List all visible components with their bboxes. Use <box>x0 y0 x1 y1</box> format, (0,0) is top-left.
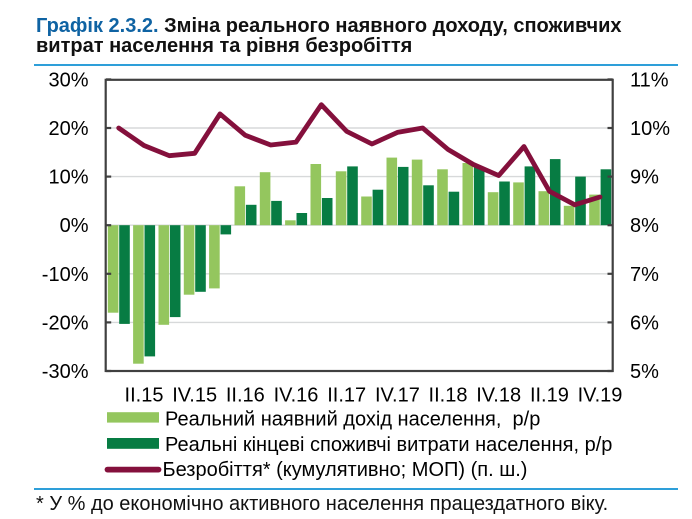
svg-text:-10%: -10% <box>42 264 89 286</box>
svg-text:II.19: II.19 <box>530 385 569 407</box>
svg-text:10%: 10% <box>48 167 88 189</box>
svg-text:Реальний наявний дохід населен: Реальний наявний дохід населення, р/р <box>165 409 540 431</box>
svg-text:5%: 5% <box>630 361 659 383</box>
svg-text:30%: 30% <box>48 69 88 91</box>
svg-text:II.17: II.17 <box>327 385 366 407</box>
svg-text:IV.18: IV.18 <box>476 385 521 407</box>
svg-text:II.15: II.15 <box>125 385 164 407</box>
svg-text:10%: 10% <box>630 118 670 140</box>
svg-text:Безробіття* (кумулятивно; МОП): Безробіття* (кумулятивно; МОП) (п. ш.) <box>163 459 528 481</box>
svg-text:0%: 0% <box>60 215 89 237</box>
svg-text:8%: 8% <box>630 215 659 237</box>
svg-text:7%: 7% <box>630 264 659 286</box>
svg-text:Реальні кінцеві споживчі витра: Реальні кінцеві споживчі витрати населен… <box>165 434 612 456</box>
svg-text:IV.16: IV.16 <box>274 385 319 407</box>
svg-text:11%: 11% <box>630 69 669 91</box>
svg-text:6%: 6% <box>630 312 659 334</box>
svg-text:II.16: II.16 <box>226 385 265 407</box>
svg-text:II.18: II.18 <box>429 385 468 407</box>
svg-text:IV.19: IV.19 <box>578 385 623 407</box>
svg-text:IV.17: IV.17 <box>375 385 420 407</box>
svg-text:IV.15: IV.15 <box>172 385 217 407</box>
svg-text:-30%: -30% <box>42 361 89 383</box>
svg-text:-20%: -20% <box>42 312 89 334</box>
svg-text:9%: 9% <box>630 167 659 189</box>
svg-text:20%: 20% <box>48 118 88 140</box>
